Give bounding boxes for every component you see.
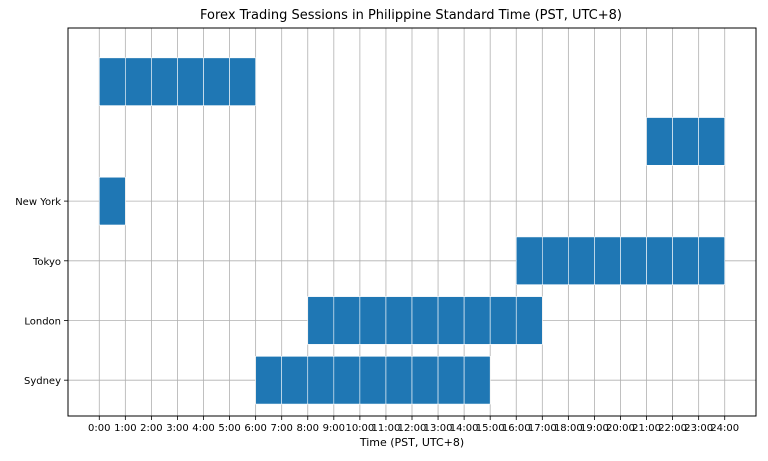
session-bar-segment bbox=[125, 57, 152, 106]
x-tick-label: 8:00 bbox=[297, 423, 319, 434]
session-bar-segment bbox=[307, 356, 335, 405]
session-bar-segment bbox=[437, 356, 465, 405]
session-bar-segment bbox=[385, 356, 413, 405]
x-tick-label: 12:00 bbox=[398, 423, 427, 434]
x-axis-ticks: 0:00 1:00 2:00 3:00 4:00 5:00 6:00 7:00 8:00 9:00… bbox=[88, 416, 739, 434]
x-tick-label: 13:00 bbox=[424, 423, 453, 434]
x-tick-label: 23:00 bbox=[684, 423, 713, 434]
session-bar-segment bbox=[515, 296, 543, 345]
x-tick-label: 18:00 bbox=[554, 423, 583, 434]
session-bar-segment bbox=[646, 236, 673, 285]
session-bars bbox=[98, 57, 726, 405]
session-bar-segment bbox=[672, 236, 699, 285]
x-tick-label: 17:00 bbox=[528, 423, 557, 434]
x-tick-label: 14:00 bbox=[450, 423, 479, 434]
session-bar-segment bbox=[359, 356, 387, 405]
x-tick-label: 10:00 bbox=[345, 423, 374, 434]
session-bar-segment bbox=[98, 57, 126, 106]
session-bar-segment bbox=[203, 57, 230, 106]
session-bar-segment bbox=[489, 296, 517, 345]
x-tick-label: 2:00 bbox=[140, 423, 162, 434]
x-tick-label: 6:00 bbox=[244, 423, 266, 434]
session-bar-segment bbox=[255, 356, 282, 405]
x-tick-label: 16:00 bbox=[502, 423, 531, 434]
y-tick-label: Tokyo bbox=[32, 257, 61, 268]
session-bar-segment bbox=[411, 356, 439, 405]
session-bar-segment bbox=[177, 57, 204, 106]
session-bar-segment bbox=[698, 117, 726, 166]
y-tick-label: London bbox=[24, 316, 61, 327]
session-bar-segment bbox=[229, 57, 256, 106]
session-bar-segment bbox=[333, 296, 361, 345]
session-bar-segment bbox=[98, 176, 126, 226]
session-bar-segment bbox=[463, 356, 491, 405]
x-tick-label: 19:00 bbox=[580, 423, 609, 434]
session-bar-segment bbox=[698, 236, 726, 285]
x-tick-label: 7:00 bbox=[270, 423, 292, 434]
x-tick-label: 11:00 bbox=[372, 423, 401, 434]
x-tick-label: 9:00 bbox=[323, 423, 345, 434]
x-tick-label: 20:00 bbox=[606, 423, 635, 434]
session-bar-segment bbox=[437, 296, 465, 345]
x-tick-label: 15:00 bbox=[476, 423, 505, 434]
session-bar-segment bbox=[359, 296, 387, 345]
session-bar-segment bbox=[542, 236, 569, 285]
session-bar-segment bbox=[620, 236, 647, 285]
chart-title: Forex Trading Sessions in Philippine Sta… bbox=[200, 8, 622, 23]
session-bar-segment bbox=[515, 236, 543, 285]
session-bar-segment bbox=[568, 236, 595, 285]
session-bar-segment bbox=[307, 296, 335, 345]
x-tick-label: 1:00 bbox=[114, 423, 136, 434]
session-bar-segment bbox=[411, 296, 439, 345]
session-bar-segment bbox=[151, 57, 178, 106]
session-bar-segment bbox=[333, 356, 361, 405]
x-tick-label: 0:00 bbox=[88, 423, 110, 434]
x-tick-label: 24:00 bbox=[710, 423, 739, 434]
session-bar-segment bbox=[281, 356, 309, 405]
session-bar-segment bbox=[463, 296, 491, 345]
session-bar-segment bbox=[594, 236, 621, 285]
session-bar-segment bbox=[385, 296, 413, 345]
y-tick-label: Sydney bbox=[24, 376, 61, 387]
y-axis-ticks: Sydney London Tokyo New York bbox=[15, 197, 68, 387]
y-tick-label: New York bbox=[15, 197, 61, 208]
x-axis-label: Time (PST, UTC+8) bbox=[359, 436, 464, 449]
x-tick-label: 21:00 bbox=[632, 423, 661, 434]
x-tick-label: 5:00 bbox=[218, 423, 240, 434]
x-tick-label: 4:00 bbox=[192, 423, 214, 434]
x-tick-label: 3:00 bbox=[166, 423, 188, 434]
session-bar-segment bbox=[646, 117, 673, 166]
x-tick-label: 22:00 bbox=[658, 423, 687, 434]
session-bar-segment bbox=[672, 117, 699, 166]
